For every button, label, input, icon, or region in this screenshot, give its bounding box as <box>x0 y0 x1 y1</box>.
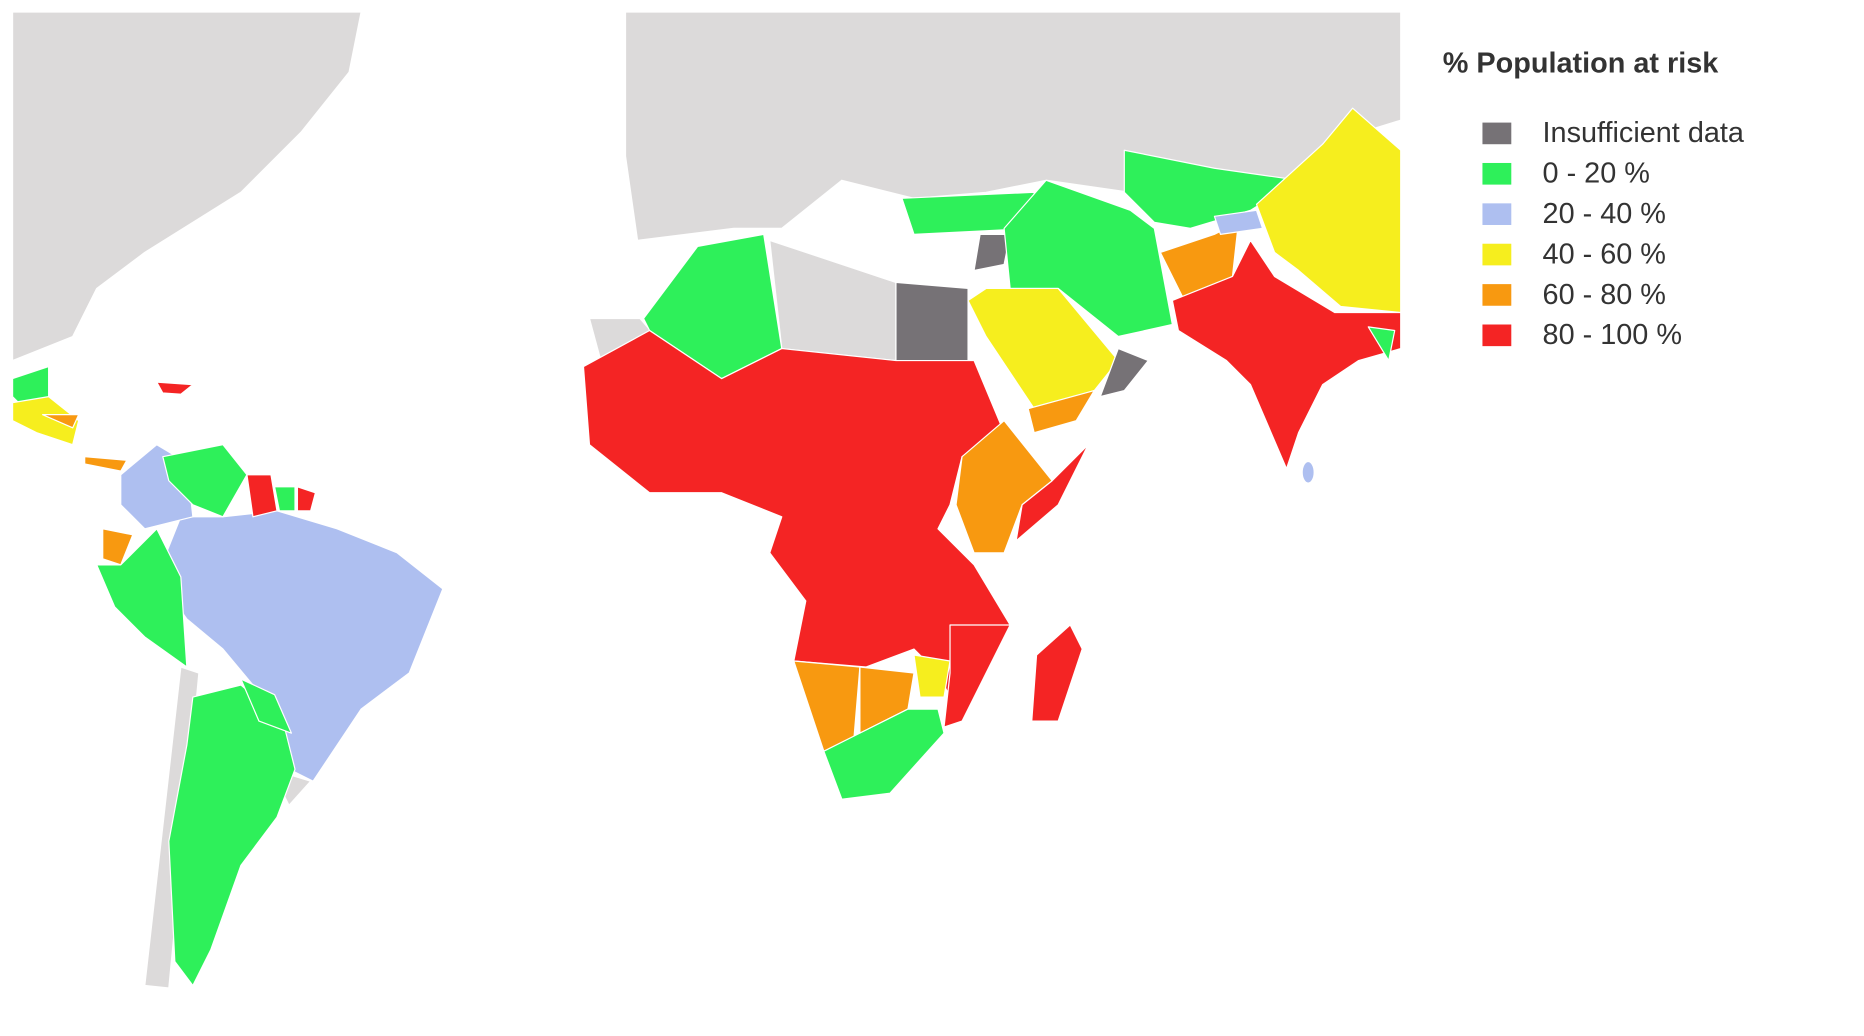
countries <box>11 107 1402 987</box>
country <box>1367 326 1396 362</box>
legend-swatch <box>1482 203 1512 225</box>
land-libya <box>769 239 897 362</box>
country <box>156 381 194 395</box>
country <box>296 486 317 512</box>
country <box>273 486 296 512</box>
legend-swatch <box>1482 162 1512 185</box>
legend-label: Insufficient data <box>1543 117 1745 149</box>
country <box>973 233 1011 272</box>
legend-label: 40 - 60 % <box>1543 238 1666 270</box>
country <box>84 456 128 472</box>
legend: % Population at risk Insufficient data 0 … <box>1443 48 1745 352</box>
land-north-america <box>11 11 362 362</box>
country <box>11 396 80 446</box>
country <box>823 708 945 800</box>
legend-swatch <box>1482 284 1512 306</box>
country <box>1213 209 1264 235</box>
country <box>1015 444 1089 542</box>
country <box>96 528 188 668</box>
country <box>1031 624 1083 722</box>
legend-label: 0 - 20 % <box>1543 158 1650 190</box>
country <box>42 414 80 429</box>
country <box>246 474 278 518</box>
country <box>913 654 951 698</box>
country <box>895 281 969 362</box>
country <box>1099 347 1149 398</box>
legend-swatch <box>1482 243 1512 266</box>
country <box>1255 107 1402 314</box>
country <box>156 510 444 782</box>
legend-swatch <box>1482 324 1512 347</box>
legend-title: % Population at risk <box>1443 48 1719 80</box>
country <box>1159 221 1240 302</box>
country <box>1171 239 1402 470</box>
country <box>943 624 1011 728</box>
legend-swatch <box>1482 122 1512 145</box>
country <box>1027 390 1095 434</box>
legend-label: 20 - 40 % <box>1543 198 1666 230</box>
country <box>955 420 1053 554</box>
country <box>162 444 248 518</box>
country <box>1301 460 1315 484</box>
legend-label: 60 - 80 % <box>1543 279 1666 311</box>
legend-label: 80 - 100 % <box>1543 319 1682 351</box>
country <box>240 678 293 734</box>
